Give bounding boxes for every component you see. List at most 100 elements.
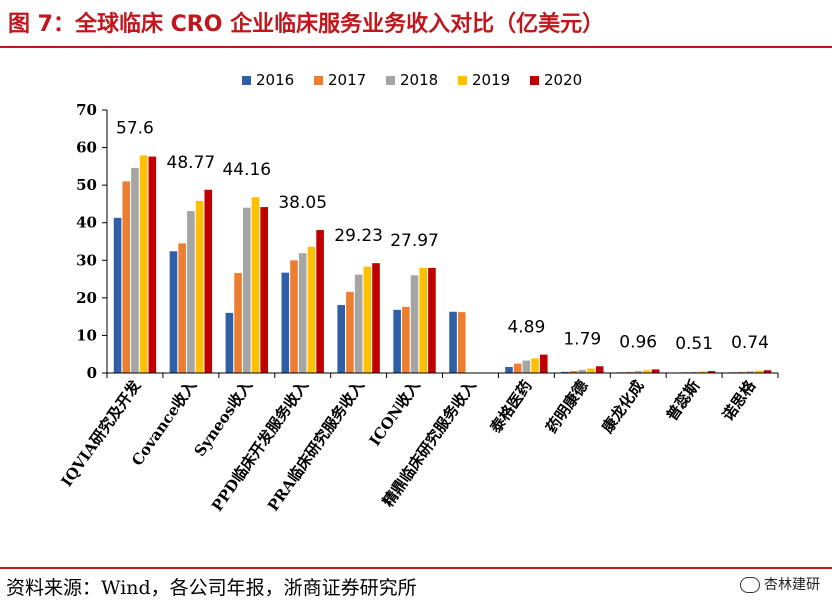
bar-2018 <box>354 274 363 373</box>
y-tick-label: 20 <box>76 289 97 307</box>
x-category-label: 普蕊斯 <box>663 377 704 424</box>
data-label: 29.23 <box>334 226 383 246</box>
y-tick-label: 70 <box>76 101 97 119</box>
bar-2016 <box>225 312 234 373</box>
bar-2016 <box>393 309 401 373</box>
x-category-label: IQVIA研究及开发 <box>58 376 145 490</box>
legend-swatch <box>314 76 323 85</box>
source-note: 资料来源：Wind，各公司年报，浙商证券研究所 <box>6 577 417 599</box>
bar-2018 <box>298 253 307 373</box>
x-category-label: ICON收入 <box>366 377 424 449</box>
bar-2017 <box>402 306 410 373</box>
bar-2020 <box>707 371 716 373</box>
legend-swatch <box>458 76 467 85</box>
data-label: 0.51 <box>675 334 713 354</box>
bar-2017 <box>737 371 746 373</box>
y-tick-label: 50 <box>76 176 97 194</box>
y-tick-label: 60 <box>76 139 97 157</box>
data-label: 1.79 <box>563 329 601 349</box>
y-tick-label: 30 <box>76 251 97 269</box>
bar-series-group <box>113 155 772 374</box>
bar-2016 <box>505 366 513 373</box>
wechat-icon <box>740 577 760 593</box>
bar-2018 <box>131 167 139 373</box>
bar-2017 <box>122 181 131 373</box>
y-tick-label: 40 <box>76 214 97 232</box>
bar-2017 <box>513 363 522 373</box>
bar-2016 <box>113 217 122 373</box>
bar-2018 <box>410 275 419 373</box>
data-label: 38.05 <box>278 193 327 213</box>
bar-2016 <box>561 371 569 373</box>
bar-2018 <box>746 371 754 373</box>
data-label-group: 57.6 48.77 44.16 38.05 29.23 27.97 4.89 1.79 0.9… <box>116 118 769 354</box>
bar-2018 <box>634 371 643 373</box>
bar-2020 <box>204 189 213 373</box>
x-axis: IQVIA研究及开发Covance收入Syneos收入PPD临床开发服务收入PR… <box>58 372 779 515</box>
bar-2020 <box>316 230 324 373</box>
bar-chart: 2016 2017 2018 2019 2020 0 10 20 30 40 50 60 70 57.… <box>58 71 779 515</box>
x-category-label: 泰格医药 <box>486 377 536 437</box>
bar-2019 <box>251 197 260 373</box>
data-label: 57.6 <box>116 118 154 138</box>
bar-2020 <box>428 267 436 373</box>
title-divider <box>0 46 832 48</box>
y-axis: 0 10 20 30 40 50 60 70 <box>76 101 108 382</box>
bar-2020 <box>763 370 772 373</box>
legend-label: 2017 <box>328 71 366 89</box>
data-label: 0.74 <box>731 333 769 353</box>
legend-label: 2020 <box>544 71 582 89</box>
bar-2016 <box>281 272 290 373</box>
bar-2019 <box>699 371 707 373</box>
x-category-label: 康龙化成 <box>598 377 647 436</box>
y-tick-label: 0 <box>87 364 97 382</box>
bar-2020 <box>539 354 548 373</box>
watermark: 杏林建研 <box>740 574 820 594</box>
bar-2018 <box>578 369 587 373</box>
bar-2019 <box>419 267 428 373</box>
bar-2019 <box>754 370 763 373</box>
bar-2020 <box>372 263 380 373</box>
bar-2017 <box>569 371 578 373</box>
bar-2018 <box>690 371 698 373</box>
bar-2019 <box>139 155 148 373</box>
bar-2017 <box>234 273 242 373</box>
bar-2018 <box>522 360 531 373</box>
bar-2017 <box>290 260 298 373</box>
x-category-label: 诺思格 <box>719 376 760 424</box>
x-category-label: Syneos收入 <box>191 377 256 460</box>
x-category-label: PPD临床开发服务收入 <box>208 377 312 515</box>
legend-label: 2016 <box>256 71 294 89</box>
chart-legend: 2016 2017 2018 2019 2020 <box>242 71 582 89</box>
y-tick-label: 10 <box>76 326 97 344</box>
legend-label: 2018 <box>400 71 438 89</box>
watermark-text: 杏林建研 <box>764 577 820 593</box>
bar-2020 <box>260 207 268 373</box>
bar-2019 <box>587 368 595 373</box>
bar-2016 <box>449 311 457 373</box>
bar-2020 <box>595 366 604 373</box>
bar-2019 <box>307 246 316 373</box>
data-label: 4.89 <box>507 318 545 338</box>
legend-swatch <box>242 76 251 85</box>
x-category-label: PRA临床研究服务收入 <box>264 377 368 515</box>
legend-swatch <box>386 76 395 85</box>
bar-2017 <box>178 243 186 373</box>
legend-swatch <box>530 76 539 85</box>
bar-2019 <box>195 200 204 373</box>
bar-2018 <box>187 211 195 373</box>
x-category-label: 药明康德 <box>542 377 591 436</box>
bar-2019 <box>363 266 372 373</box>
bar-2017 <box>457 312 466 373</box>
data-label: 44.16 <box>222 160 271 180</box>
figure-title: 图 7：全球临床 CRO 企业临床服务业务收入对比（亿美元） <box>8 12 605 37</box>
legend-label: 2019 <box>472 71 510 89</box>
footer-divider <box>0 567 832 569</box>
bar-2020 <box>651 369 660 373</box>
bar-2020 <box>148 156 157 373</box>
bar-2016 <box>169 251 178 373</box>
data-label: 48.77 <box>167 153 216 173</box>
bar-2017 <box>346 291 354 373</box>
data-label: 0.96 <box>619 332 657 352</box>
bar-2016 <box>337 305 346 373</box>
